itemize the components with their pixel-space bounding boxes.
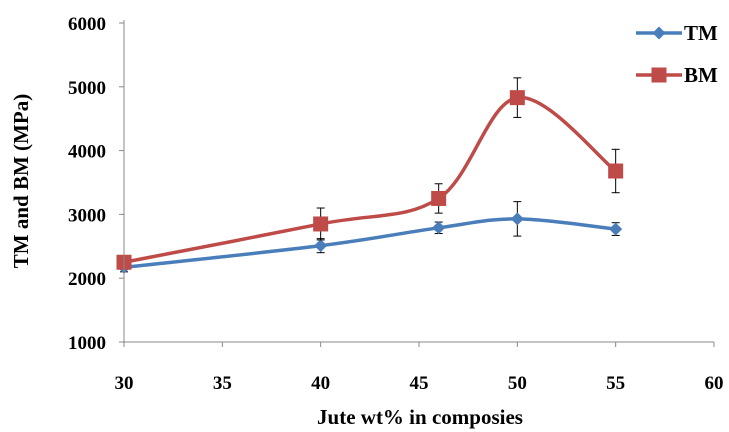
bm-data-point bbox=[431, 190, 447, 206]
y-tick-label: 3000 bbox=[68, 205, 106, 226]
legend-label: BM bbox=[684, 63, 718, 87]
series-line-tm bbox=[123, 217, 616, 270]
plot-area bbox=[116, 77, 624, 274]
legend-marker bbox=[651, 67, 667, 83]
y-axis-title: TM and BM (MPa) bbox=[9, 94, 33, 268]
y-tick-label: 4000 bbox=[68, 142, 106, 163]
x-tick-label: 30 bbox=[115, 373, 134, 394]
x-axis-title: Jute wt% in composies bbox=[317, 405, 523, 429]
tick-labels: 1000 2000 3000 4000 5000 6000 30 35 40 45 50 55 60 bbox=[68, 14, 724, 394]
bm-data-point bbox=[608, 163, 624, 179]
y-tick-label: 1000 bbox=[68, 333, 106, 354]
x-tick-label: 50 bbox=[508, 373, 527, 394]
bm-data-point bbox=[509, 90, 525, 106]
bm-data-point bbox=[313, 216, 329, 232]
legend-item-bm: BM bbox=[636, 63, 718, 87]
legend-label: TM bbox=[684, 21, 718, 45]
x-tick-label: 55 bbox=[606, 373, 625, 394]
x-tick-label: 60 bbox=[705, 373, 724, 394]
tm-data-point bbox=[314, 239, 328, 253]
y-tick-label: 5000 bbox=[68, 78, 106, 99]
tm-data-point bbox=[609, 222, 623, 236]
legend: TM BM bbox=[636, 21, 718, 87]
series-bm bbox=[116, 77, 624, 270]
legend-marker bbox=[652, 26, 666, 40]
x-tick-label: 40 bbox=[311, 373, 330, 394]
y-tick-label: 6000 bbox=[68, 14, 106, 35]
legend-item-tm: TM bbox=[636, 21, 718, 45]
tm-data-point bbox=[510, 212, 524, 226]
tm-data-point bbox=[432, 221, 446, 235]
x-tick-label: 45 bbox=[410, 373, 429, 394]
series-tm bbox=[117, 201, 623, 274]
x-tick-label: 35 bbox=[213, 373, 232, 394]
y-tick-label: 2000 bbox=[68, 269, 106, 290]
axes bbox=[119, 20, 715, 347]
